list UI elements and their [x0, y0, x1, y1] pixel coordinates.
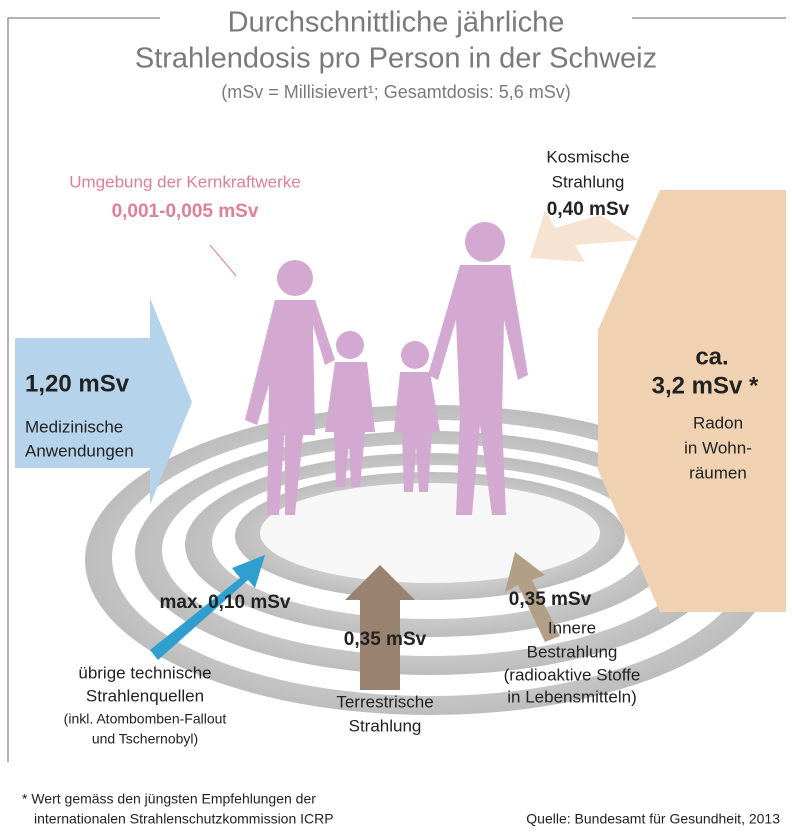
- label: Kosmische: [546, 147, 629, 166]
- value: 0,35 mSv: [344, 629, 427, 650]
- label: Strahlenquellen: [86, 686, 204, 705]
- value: 1,20 mSv: [25, 370, 130, 397]
- footnote: * Wert gemäss den jüngsten Empfehlungen …: [22, 791, 316, 807]
- label: Terrestrische: [336, 692, 433, 711]
- label: übrige technische: [78, 663, 211, 682]
- label: (radioaktive Stoffe: [504, 665, 641, 684]
- title: Durchschnittliche jährliche: [228, 7, 565, 39]
- label: Bestrahlung: [527, 642, 618, 661]
- nuclear-pointer: [210, 245, 236, 276]
- title: Strahlendosis pro Person in der Schweiz: [135, 43, 657, 75]
- label: Radon: [693, 413, 743, 432]
- label: Strahlung: [349, 716, 422, 735]
- label: räumen: [689, 463, 747, 482]
- label: Strahlung: [552, 172, 625, 191]
- label: Umgebung der Kernkraftwerke: [69, 172, 301, 191]
- value: 3,2 mSv *: [652, 372, 759, 399]
- value: 0,40 mSv: [547, 199, 630, 220]
- value: 0,35 mSv: [509, 589, 592, 610]
- label: Anwendungen: [25, 441, 134, 460]
- value: ca.: [695, 343, 728, 370]
- infographic: Durchschnittliche jährliche Strahlendosi…: [0, 0, 792, 832]
- label: Innere: [548, 618, 596, 637]
- label: Medizinische: [25, 417, 123, 436]
- note: und Tschernobyl): [92, 731, 198, 747]
- source: Quelle: Bundesamt für Gesundheit, 2013: [526, 811, 780, 827]
- subtitle: (mSv = Millisievert¹; Gesamtdosis: 5,6 m…: [221, 82, 571, 102]
- footnote: internationalen Strahlenschutzkommission…: [34, 811, 334, 827]
- label: in Lebensmitteln): [507, 687, 636, 706]
- label: in Wohn-: [684, 438, 752, 457]
- note: (inkl. Atombomben-Fallout: [64, 711, 227, 727]
- value: max. 0,10 mSv: [160, 592, 291, 613]
- value: 0,001-0,005 mSv: [112, 201, 259, 222]
